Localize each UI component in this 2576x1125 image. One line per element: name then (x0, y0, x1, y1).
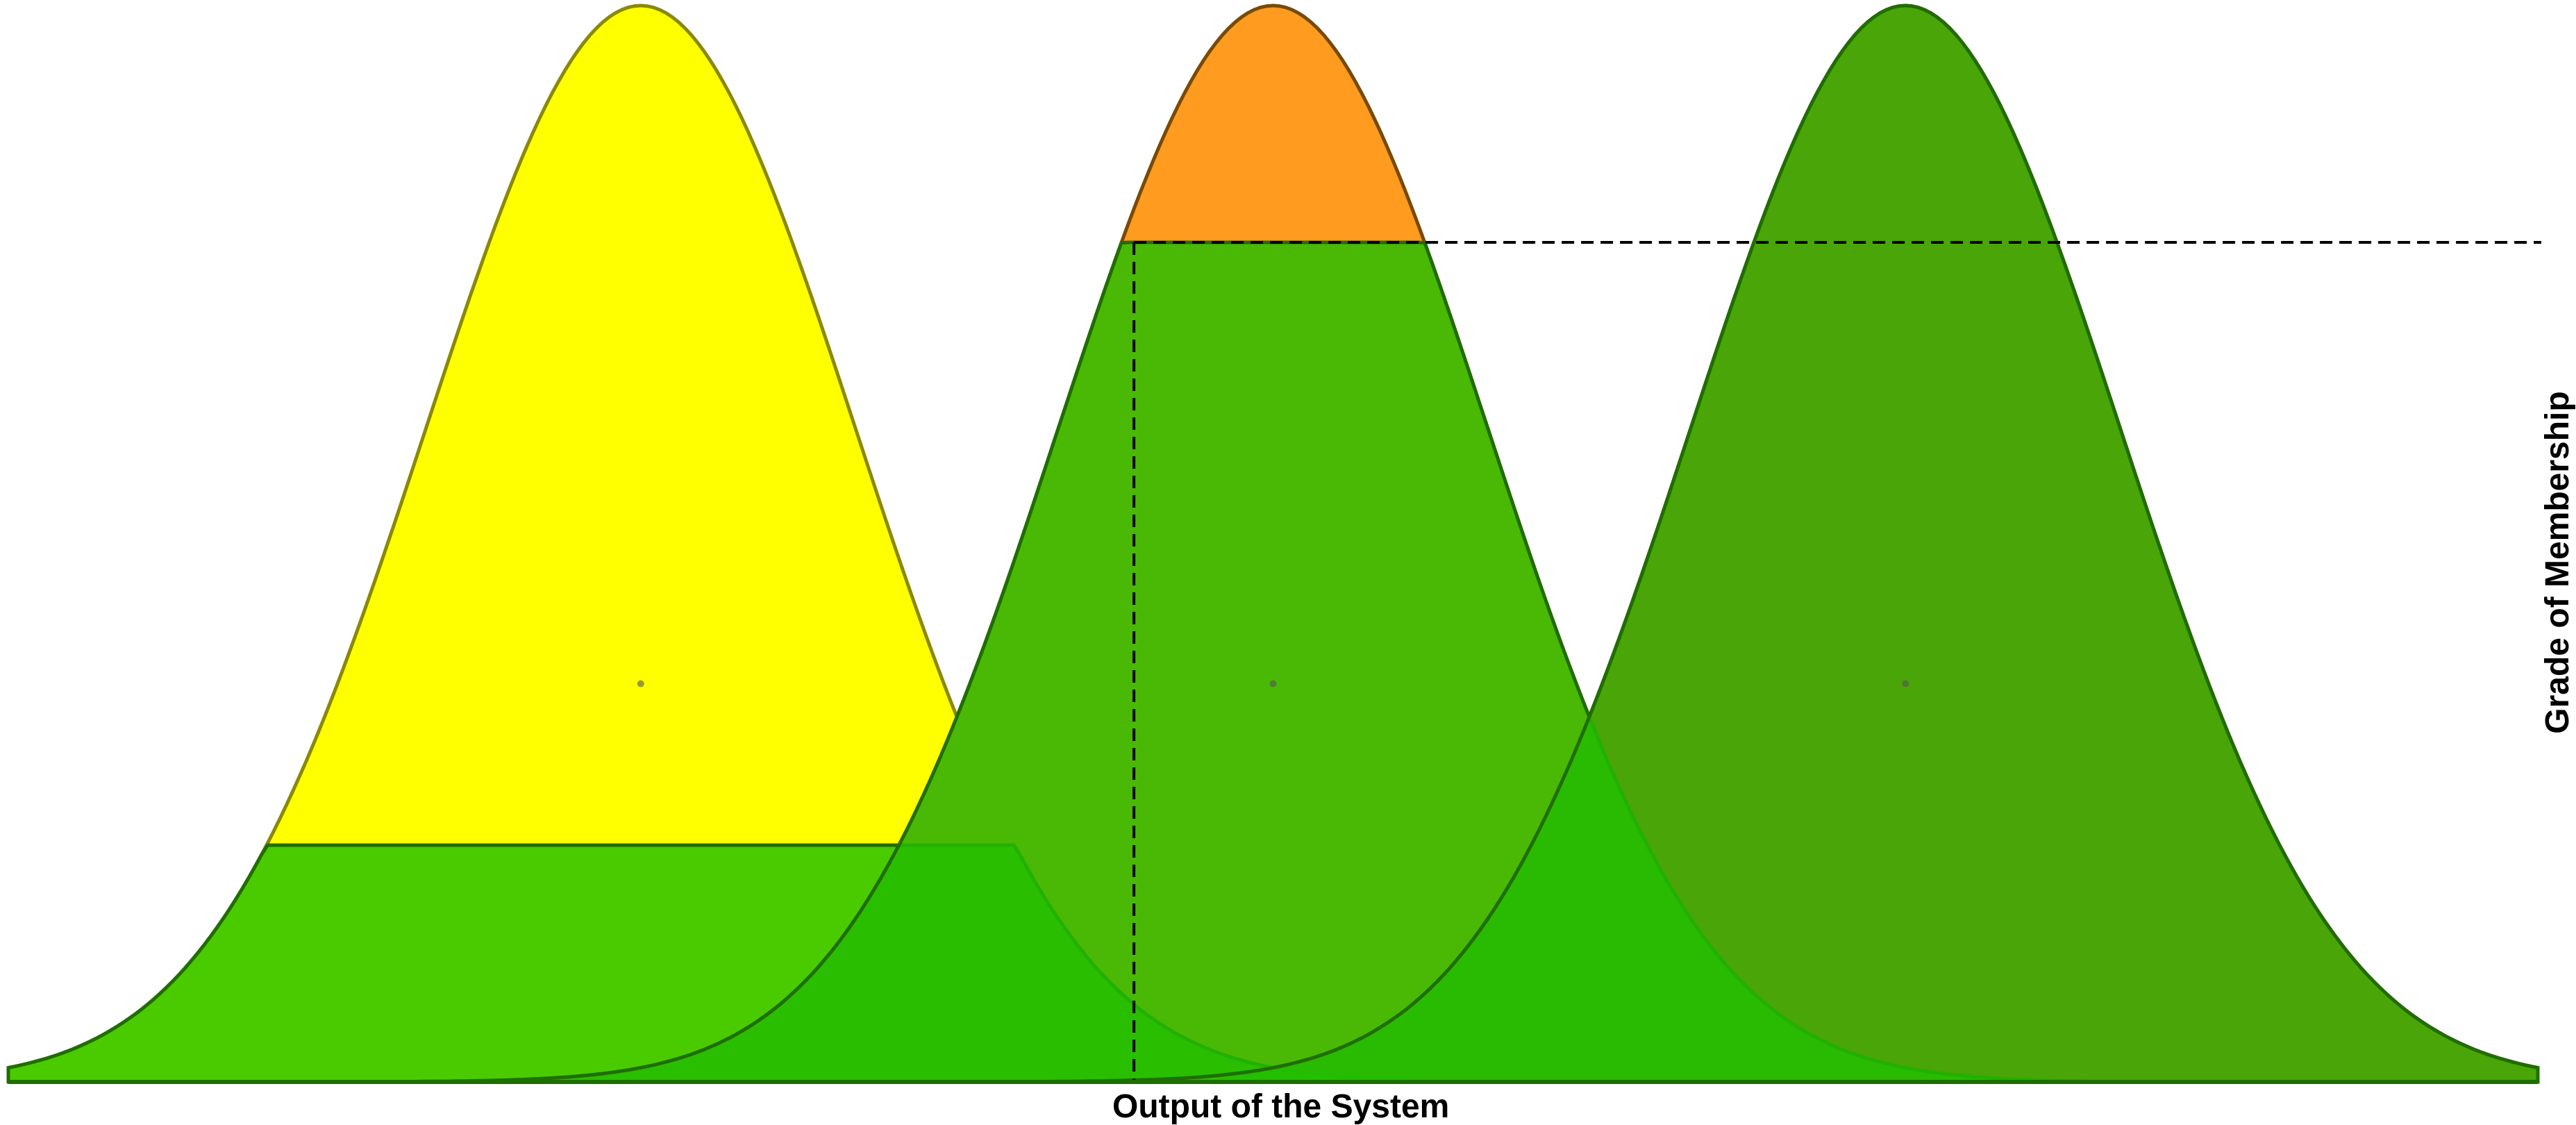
mean-marker-high (1902, 680, 1909, 688)
x-axis-label: Output of the System (1112, 1088, 1450, 1125)
guides (1132, 241, 2541, 1082)
y-axis-label: Grade of Membership (2539, 391, 2576, 734)
mean-marker-medium (1269, 680, 1277, 688)
mean-marker-low (637, 680, 644, 688)
mean-markers (637, 680, 1909, 688)
